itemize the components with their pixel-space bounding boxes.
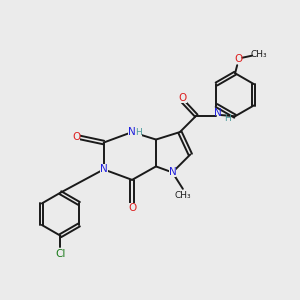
- Text: N: N: [214, 108, 222, 118]
- Text: O: O: [179, 93, 187, 103]
- Text: Cl: Cl: [55, 249, 66, 259]
- Text: N: N: [100, 164, 108, 174]
- Text: O: O: [128, 203, 136, 213]
- Text: N: N: [169, 167, 176, 177]
- Text: CH₃: CH₃: [175, 191, 191, 200]
- Text: H: H: [135, 128, 142, 137]
- Text: H: H: [224, 114, 231, 123]
- Text: CH₃: CH₃: [250, 50, 267, 58]
- Text: O: O: [72, 133, 80, 142]
- Text: O: O: [235, 54, 243, 64]
- Text: N: N: [128, 127, 136, 137]
